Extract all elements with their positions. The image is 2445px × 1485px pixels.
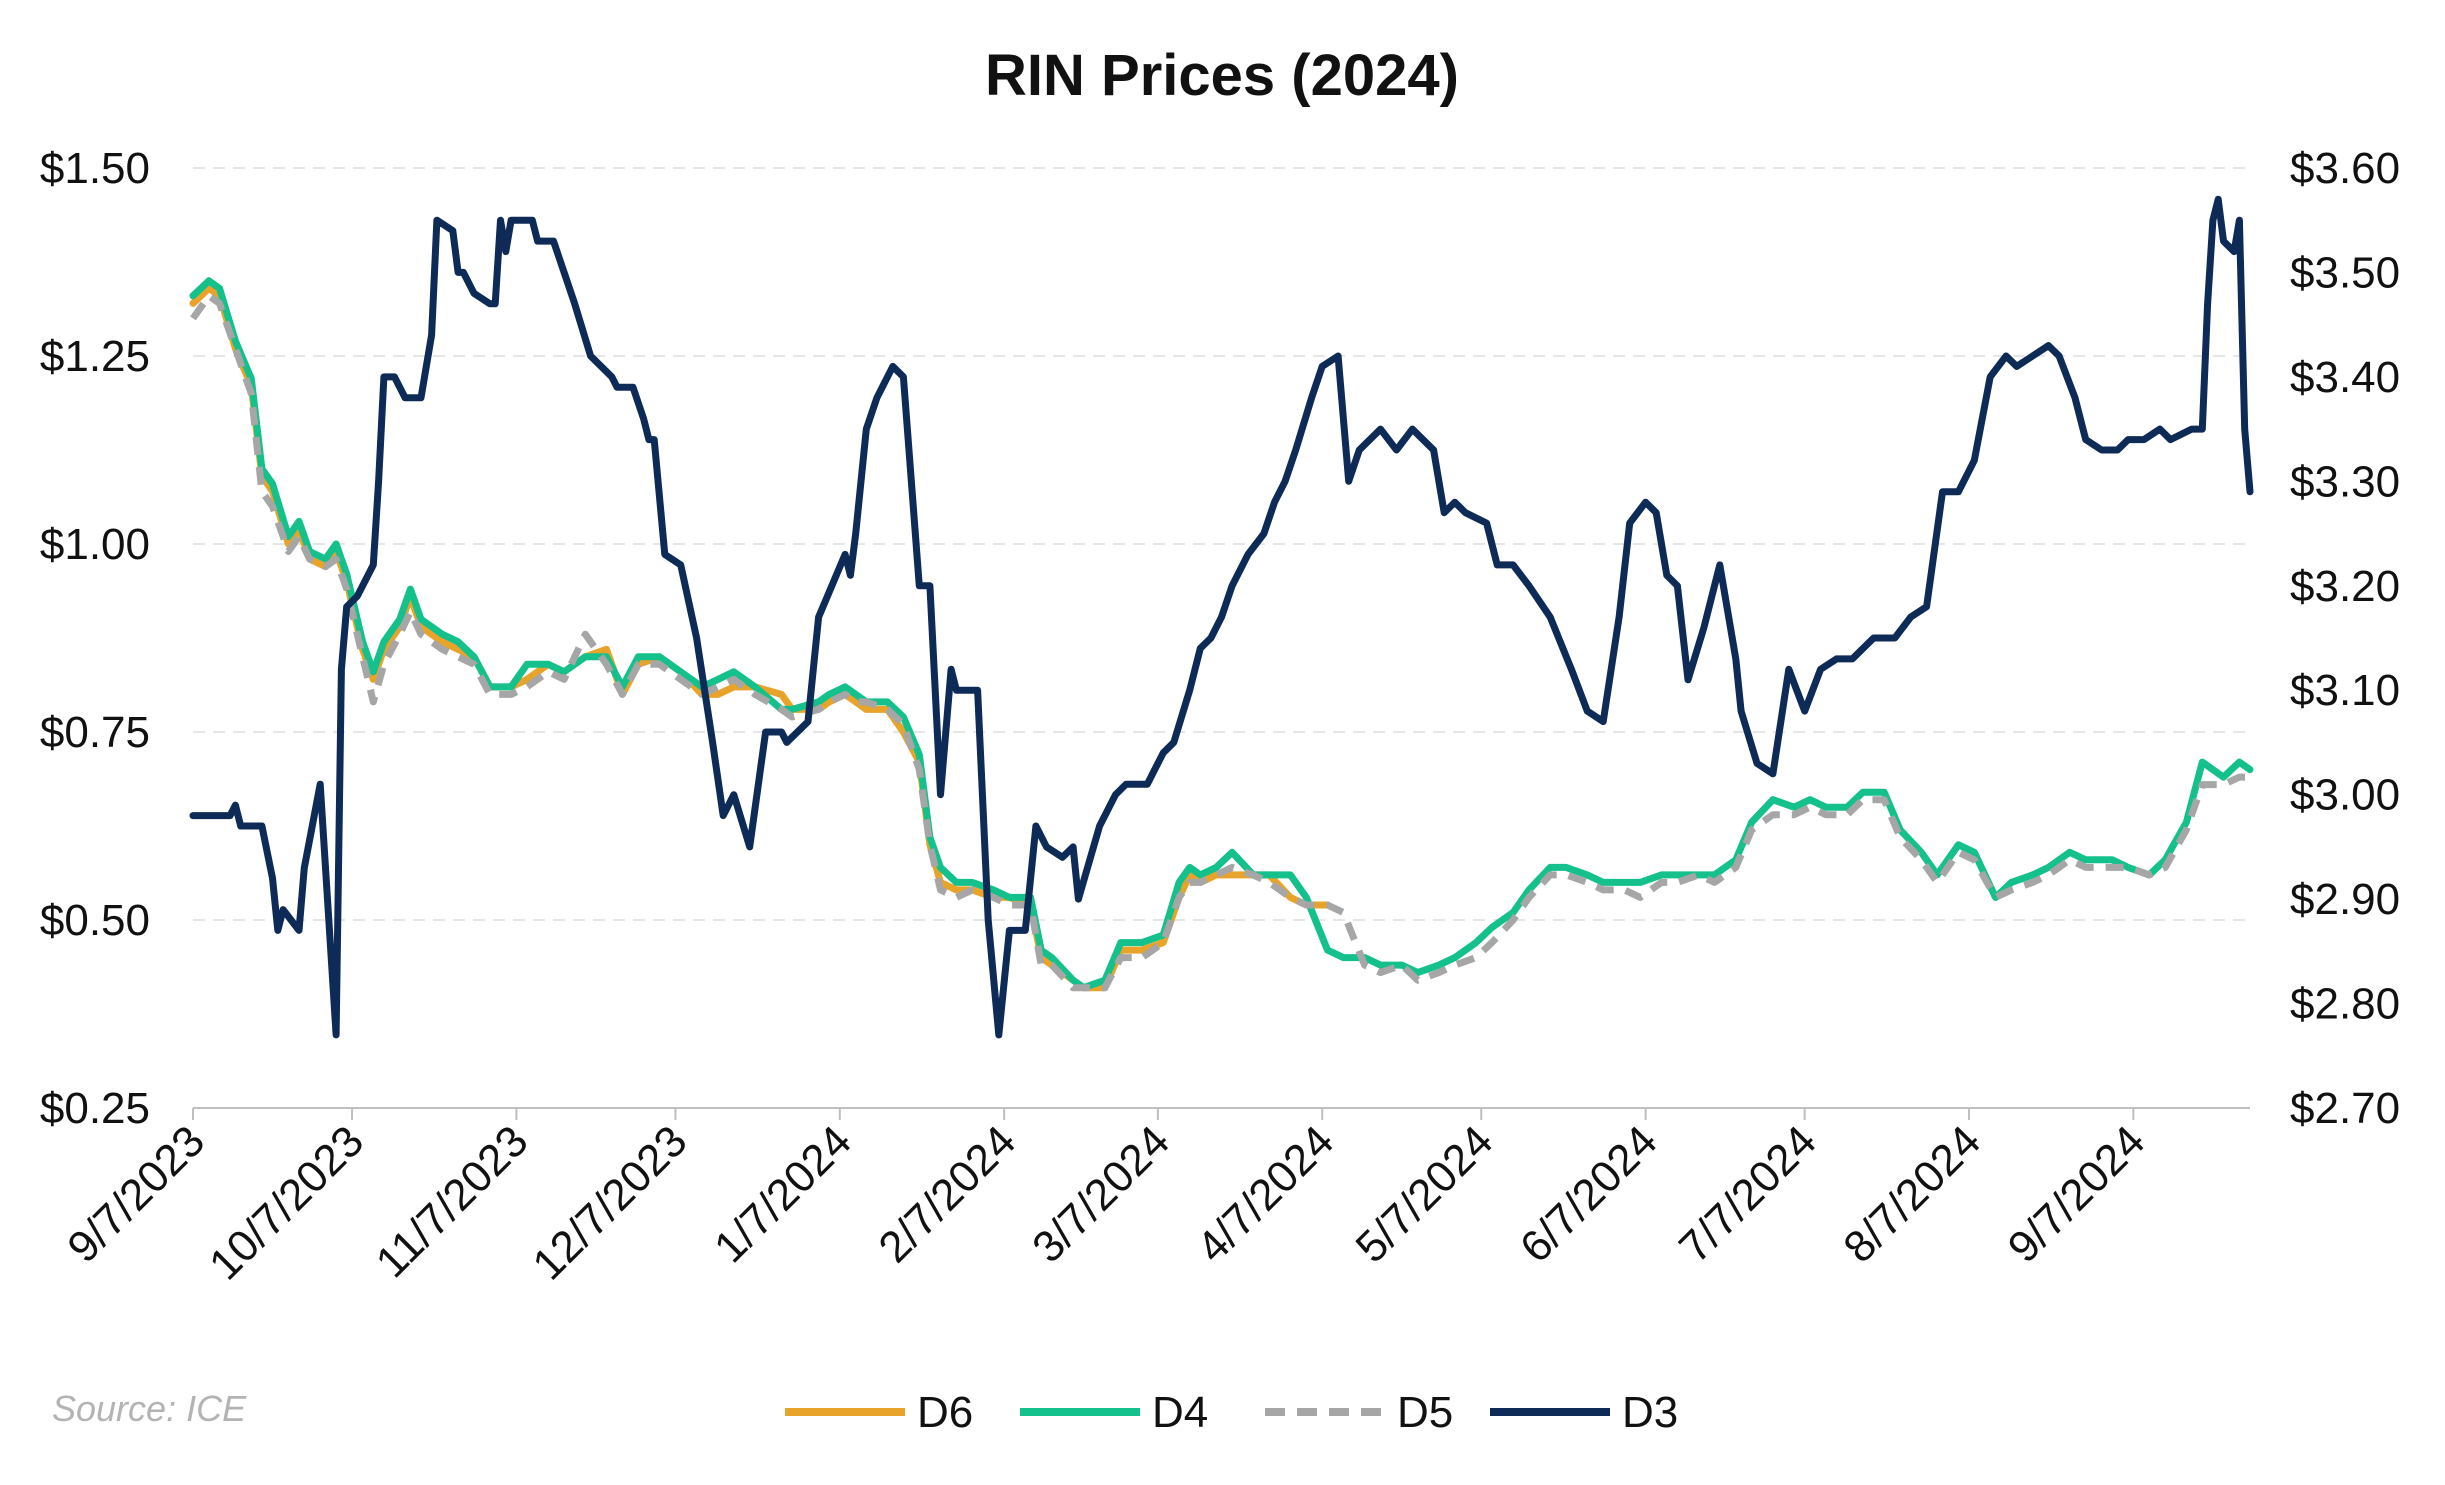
- chart-title: RIN Prices (2024): [985, 43, 1459, 108]
- x-tick-label: 5/7/2024: [1347, 1116, 1503, 1272]
- x-tick-label: 3/7/2024: [1023, 1116, 1179, 1272]
- right-axis-ticks: $2.70 $2.80 $2.90 $3.00 $3.10 $3.20 $3.30 $3.40…: [2290, 144, 2400, 1133]
- x-tick-label: 7/7/2024: [1670, 1116, 1826, 1272]
- right-tick-label: $2.80: [2290, 980, 2400, 1029]
- right-tick-label: $2.90: [2290, 875, 2400, 924]
- x-tick-label: 9/7/2023: [58, 1116, 214, 1272]
- source-note: Source: ICE: [52, 1388, 247, 1429]
- x-tick-label: 2/7/2024: [869, 1116, 1025, 1272]
- legend-label-d4: D4: [1152, 1388, 1208, 1437]
- x-tick-label: 9/7/2024: [1999, 1116, 2155, 1272]
- legend-label-d6: D6: [917, 1388, 973, 1437]
- left-tick-label: $1.00: [40, 520, 150, 569]
- right-tick-label: $3.60: [2290, 144, 2400, 193]
- series-lines: [189, 195, 2254, 1039]
- left-tick-label: $0.50: [40, 896, 150, 945]
- legend-label-d3: D3: [1622, 1388, 1678, 1437]
- legend-label-d5: D5: [1397, 1388, 1453, 1437]
- x-tick-label: 4/7/2024: [1188, 1116, 1344, 1272]
- right-tick-label: $3.30: [2290, 457, 2400, 506]
- left-tick-label: $1.50: [40, 144, 150, 193]
- axes: [192, 1107, 2250, 1120]
- x-tick-label: 6/7/2024: [1511, 1116, 1667, 1272]
- left-tick-label: $0.75: [40, 708, 150, 757]
- x-tick-label: 8/7/2024: [1834, 1116, 1990, 1272]
- x-tick-label: 11/7/2023: [367, 1116, 538, 1287]
- right-tick-label: $3.10: [2290, 666, 2400, 715]
- x-tick-label: 1/7/2024: [705, 1116, 861, 1272]
- series-line-d4: [189, 277, 2254, 992]
- gridlines: [193, 167, 2250, 921]
- legend: D6 D4 D5 D3: [785, 1388, 1678, 1437]
- right-tick-label: $3.50: [2290, 248, 2400, 297]
- series-line-d5: [190, 292, 2250, 992]
- left-axis-ticks: $0.25 $0.50 $0.75 $1.00 $1.25 $1.50: [40, 144, 150, 1133]
- x-tick-label: 12/7/2023: [523, 1116, 696, 1289]
- left-tick-label: $0.25: [40, 1084, 150, 1133]
- left-tick-label: $1.25: [40, 332, 150, 381]
- right-tick-label: $3.20: [2290, 562, 2400, 611]
- right-tick-label: $3.00: [2290, 771, 2400, 820]
- x-tick-label: 10/7/2023: [200, 1116, 373, 1289]
- right-tick-label: $2.70: [2290, 1084, 2400, 1133]
- series-line-d3: [189, 195, 2254, 1039]
- right-tick-label: $3.40: [2290, 353, 2400, 402]
